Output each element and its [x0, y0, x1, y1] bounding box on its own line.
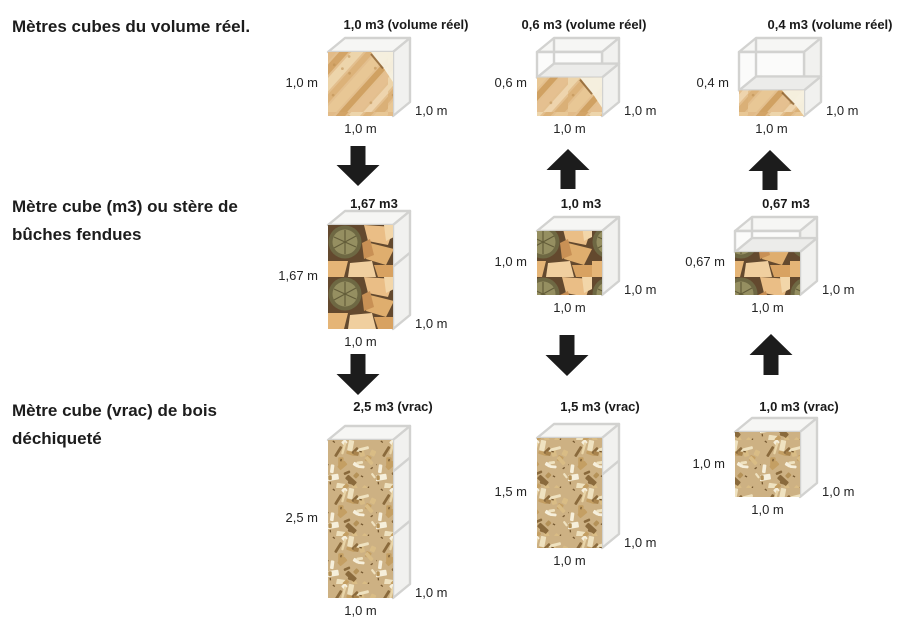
grain-white-patch [371, 52, 393, 82]
height-label-stere-167: 1,67 m [278, 268, 318, 283]
width-label-vrac-25: 1,0 m [344, 603, 377, 618]
height-label-vrac-15: 1,5 m [494, 484, 527, 499]
meter-divider [601, 459, 620, 476]
title-vrac-25: 2,5 m3 (vrac) [353, 399, 433, 414]
depth-label-stere-10: 1,0 m [624, 282, 657, 297]
title-volume-reel-06: 0,6 m3 (volume réel) [521, 17, 647, 32]
title-stere-167: 1,67 m3 [350, 196, 398, 211]
depth-label-stere-167: 1,0 m [415, 316, 448, 331]
grain-white-patch [580, 77, 602, 108]
width-label-volume-reel-06: 1,0 m [553, 121, 586, 136]
width-label-vrac-10: 1,0 m [751, 502, 784, 517]
texture-chips [537, 438, 602, 548]
row-label-stere: Mètre cube (m3) ou stère de bûches fendu… [12, 197, 238, 244]
texture-logs [735, 252, 800, 295]
title-vrac-10: 1,0 m3 (vrac) [759, 399, 839, 414]
width-label-stere-10: 1,0 m [553, 300, 586, 315]
height-label-volume-reel-10: 1,0 m [285, 75, 318, 90]
depth-label-vrac-10: 1,0 m [822, 484, 855, 499]
height-label-vrac-10: 1,0 m [692, 455, 725, 471]
depth-label-vrac-25: 1,0 m [415, 585, 448, 600]
height-label-volume-reel-04: 0,4 m [696, 75, 729, 90]
box-stere-10 [535, 215, 621, 297]
box-vrac-10 [733, 416, 819, 499]
depth-label-volume-reel-06: 1,0 m [624, 103, 657, 118]
grain-bark-line [781, 91, 795, 106]
depth-label-volume-reel-04: 1,0 m [826, 103, 859, 118]
arrow-stere10-to-reel06 [546, 149, 590, 189]
grain-bark-line [579, 78, 593, 95]
title-vrac-15: 1,5 m3 (vrac) [560, 399, 640, 414]
row-label-vrac: Mètre cube (vrac) de bois déchiqueté [12, 401, 218, 448]
width-label-stere-067: 1,0 m [751, 300, 784, 315]
depth-label-volume-reel-10: 1,0 m [415, 103, 448, 118]
title-stere-067: 0,67 m3 [762, 196, 810, 211]
depth-label-stere-067: 1,0 m [822, 282, 855, 297]
box-stere-167 [326, 209, 412, 331]
texture-chips [735, 432, 800, 497]
texture-logs [328, 225, 393, 329]
height-label-stere-067: 0,67 m [685, 254, 725, 269]
meter-divider [392, 456, 411, 473]
width-label-volume-reel-04: 1,0 m [755, 121, 788, 136]
width-label-vrac-15: 1,0 m [553, 553, 586, 568]
box-volume-reel-06 [535, 36, 621, 118]
width-label-stere-167: 1,0 m [344, 334, 377, 349]
grain-bark-line [370, 53, 384, 70]
arrow-stere10-to-vrac15 [545, 335, 589, 376]
title-stere-10: 1,0 m3 [560, 196, 602, 211]
box-stere-067 [733, 215, 819, 297]
title-volume-reel-04: 0,4 m3 (volume réel) [767, 17, 893, 32]
height-label-stere-10: 1,0 m [494, 254, 527, 269]
meter-divider [392, 519, 411, 536]
box-vrac-15 [535, 422, 621, 550]
height-label-volume-reel-06: 0,6 m [494, 75, 527, 90]
height-label-vrac-25: 2,5 m [285, 510, 318, 525]
title-volume-reel-10: 1,0 m3 (volume réel) [343, 17, 469, 32]
texture-logs [537, 231, 602, 295]
depth-label-vrac-15: 1,0 m [624, 535, 657, 550]
arrow-stere067-to-reel04 [748, 150, 792, 190]
width-label-volume-reel-10: 1,0 m [344, 121, 377, 136]
row-label-volume-reel: Mètres cubes du volume réel. [12, 17, 251, 36]
meter-divider [392, 251, 411, 268]
grain-white-patch [782, 90, 804, 116]
arrow-vrac10-to-stere067 [749, 334, 793, 375]
box-volume-reel-04 [737, 36, 823, 118]
arrow-stere167-to-vrac25 [336, 354, 380, 395]
arrow-reel10-to-stere167 [336, 146, 380, 186]
box-volume-reel-10 [326, 36, 412, 118]
texture-chips [328, 440, 393, 598]
box-vrac-25 [326, 424, 412, 600]
